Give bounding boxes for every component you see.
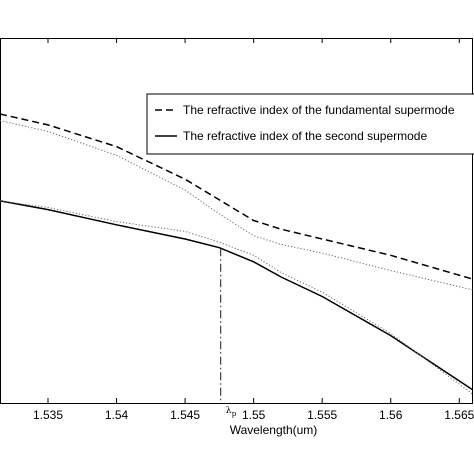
legend-box: [146, 93, 474, 155]
x-tick-label: 1.55: [242, 408, 266, 422]
legend-entry-1: The refractive index of the fundamental …: [183, 103, 455, 117]
x-tick-label: 1.54: [105, 408, 129, 422]
series-line-4: [0, 200, 473, 395]
x-axis-ticks: 1.535 1.54 1.545 1.55 1.555 1.56 1.565: [33, 38, 474, 422]
x-tick-label: 1.555: [307, 408, 337, 422]
x-tick-label: 1.56: [379, 408, 403, 422]
x-tick-label: 1.545: [170, 408, 200, 422]
x-axis-label: Wavelength(um): [230, 423, 318, 437]
series-line-2: [0, 200, 473, 391]
x-tick-label: 1.535: [33, 408, 63, 422]
x-tick-label: 1.565: [444, 408, 474, 422]
series-layer: [0, 113, 473, 395]
lambda-p-label: λ: [226, 406, 232, 416]
plot-area: [0, 38, 473, 404]
legend: The refractive index of the fundamental …: [146, 93, 474, 155]
series-line-1: [0, 113, 473, 280]
lambda-p-subscript: p: [232, 410, 237, 418]
legend-entry-2: The refractive index of the second super…: [183, 129, 427, 143]
